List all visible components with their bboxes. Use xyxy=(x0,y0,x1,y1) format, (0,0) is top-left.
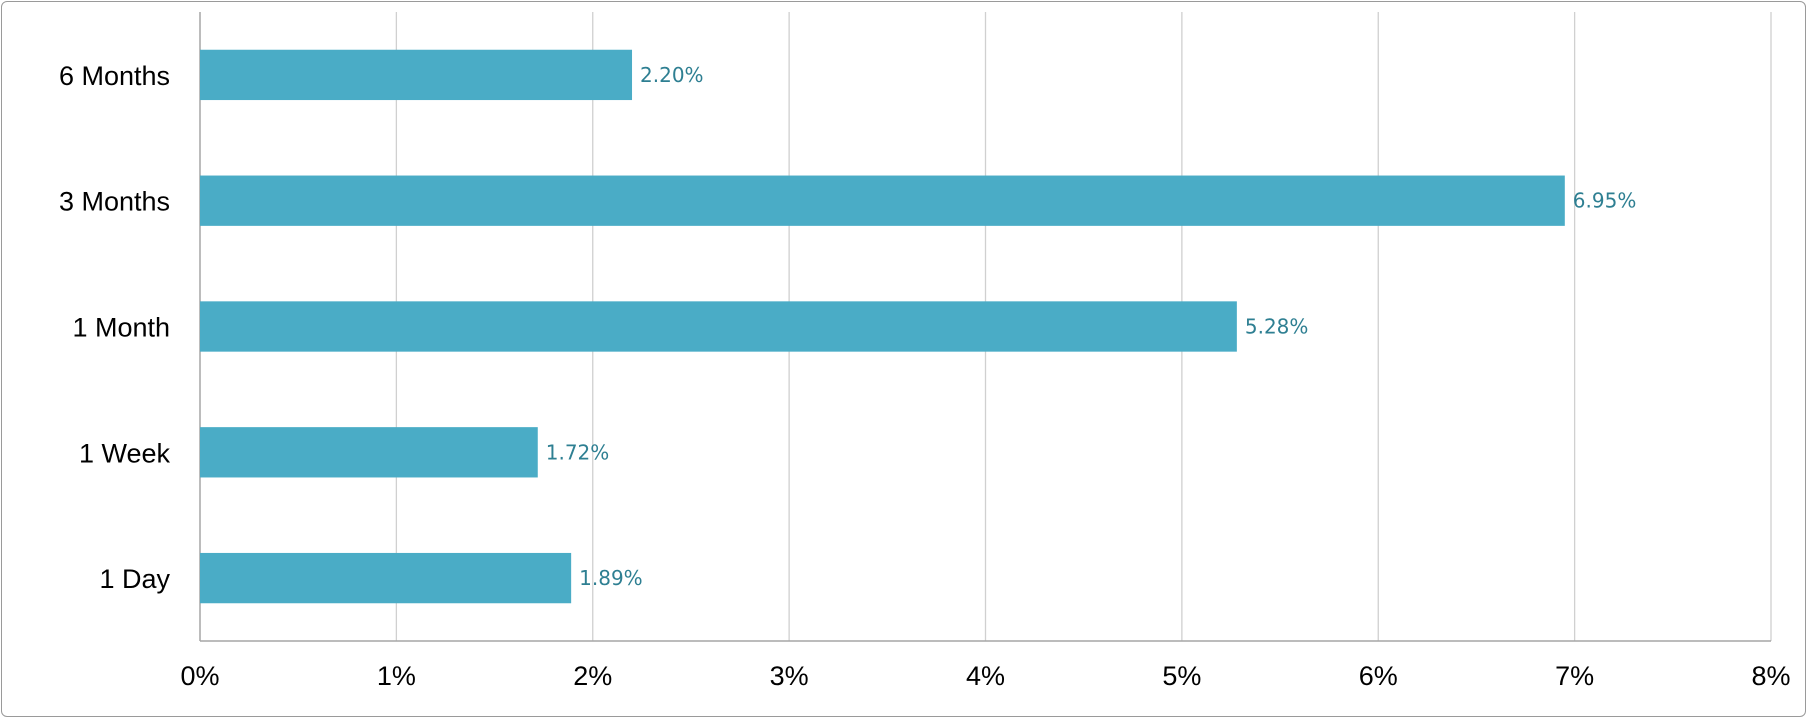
category-label: 3 Months xyxy=(59,187,170,217)
category-label: 1 Day xyxy=(99,564,170,594)
x-tick-label: 7% xyxy=(1555,661,1594,691)
x-tick-label: 2% xyxy=(573,661,612,691)
x-tick-label: 8% xyxy=(1751,661,1790,691)
category-label: 1 Month xyxy=(72,313,170,343)
bar xyxy=(200,552,572,604)
category-label: 1 Week xyxy=(79,438,171,468)
data-label: 1.89% xyxy=(579,566,643,590)
bar xyxy=(200,301,1237,352)
bar xyxy=(200,427,538,478)
bar xyxy=(200,175,1565,226)
data-label: 5.28% xyxy=(1245,315,1309,339)
bar xyxy=(200,49,633,101)
x-tick-label: 0% xyxy=(180,661,219,691)
x-tick-label: 1% xyxy=(377,661,416,691)
x-tick-label: 6% xyxy=(1359,661,1398,691)
labels: 0% 1% 2% 3% 4% 5% 6% 7% 8% 6 Months 2.20% 3 Months 6… xyxy=(59,61,1791,691)
x-tick-label: 5% xyxy=(1162,661,1201,691)
data-label: 6.95% xyxy=(1573,189,1637,213)
x-tick-label: 4% xyxy=(966,661,1005,691)
bars xyxy=(200,49,1565,604)
category-label: 6 Months xyxy=(59,61,170,91)
data-label: 1.72% xyxy=(546,440,610,464)
data-label: 2.20% xyxy=(640,63,704,87)
x-tick-label: 3% xyxy=(770,661,809,691)
